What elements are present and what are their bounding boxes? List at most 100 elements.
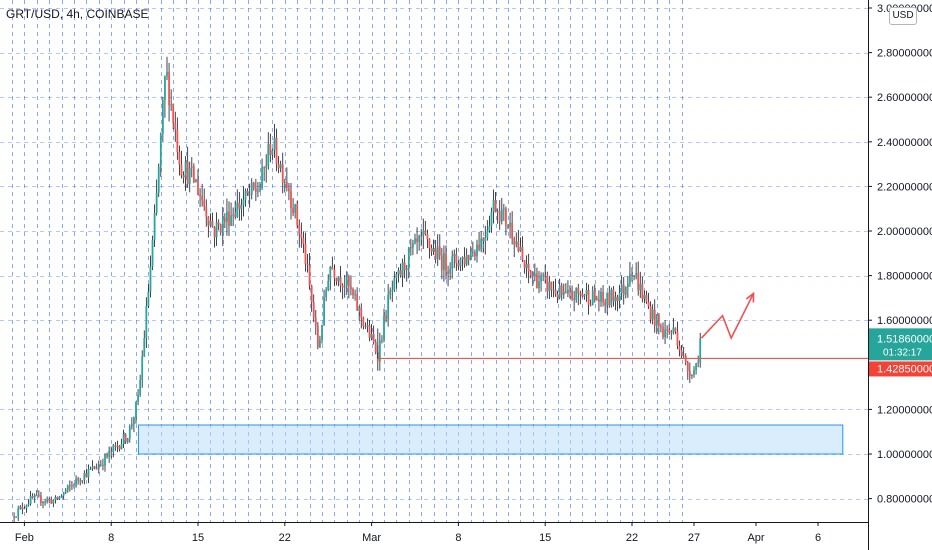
candle-up <box>161 100 164 134</box>
candle-down <box>374 341 377 353</box>
candle-down <box>546 275 549 292</box>
candle-up <box>451 256 454 269</box>
candle-up <box>120 444 123 450</box>
candle-down <box>331 266 334 270</box>
candle-down <box>40 495 42 503</box>
candle-up <box>188 167 191 184</box>
candle-up <box>393 278 396 291</box>
candle-down <box>114 445 117 447</box>
candle-down <box>604 301 607 306</box>
candle-down <box>263 167 266 169</box>
candle-up <box>91 466 94 469</box>
candle-down <box>79 480 82 482</box>
candle-down <box>505 208 507 225</box>
candle-up <box>215 222 218 238</box>
candle-up <box>585 290 588 295</box>
candle-down <box>554 289 557 295</box>
candle-down <box>186 161 189 184</box>
candle-up <box>502 208 505 210</box>
currency-badge[interactable]: USD <box>889 7 917 25</box>
candle-down <box>199 194 201 197</box>
candle-up <box>414 238 416 244</box>
candle-down <box>529 271 532 276</box>
candle-down <box>463 257 466 265</box>
last-price-label: 1.51860000 <box>877 333 932 345</box>
price-tick-label: 1.80000000 <box>877 271 932 283</box>
candle-up <box>141 356 144 380</box>
candle-up <box>664 329 666 337</box>
candle-up <box>358 307 361 311</box>
candle-down <box>426 234 429 240</box>
projection-arrow <box>700 293 755 341</box>
candle-up <box>60 495 63 497</box>
candle-down <box>653 309 656 326</box>
time-tick-label: 6 <box>815 532 821 544</box>
candle-up <box>329 266 332 281</box>
candle-down <box>649 306 652 320</box>
candle-down <box>219 224 222 233</box>
candle-up <box>145 306 148 339</box>
candle-up <box>122 434 125 445</box>
candle-up <box>651 309 654 320</box>
candle-up <box>381 339 383 341</box>
candle-down <box>645 295 648 302</box>
candle-down <box>192 166 195 183</box>
candle-down <box>106 454 108 457</box>
candle-down <box>666 329 669 331</box>
candle-up <box>695 363 697 370</box>
candle-up <box>99 464 102 466</box>
demand-zone[interactable] <box>137 424 844 455</box>
candle-down <box>467 254 470 260</box>
time-tick-label: 22 <box>279 532 291 544</box>
candle-up <box>325 289 328 297</box>
candle-down <box>440 255 443 270</box>
candle-down <box>550 281 553 291</box>
candle-down <box>678 345 681 351</box>
candle-up <box>401 262 404 276</box>
candle-down <box>556 294 559 298</box>
candle-down <box>482 238 485 242</box>
candle-up <box>190 166 193 168</box>
candle-down <box>207 216 210 226</box>
candle-down <box>316 325 319 348</box>
candle-down <box>178 152 181 165</box>
candle-up <box>137 394 139 402</box>
candle-up <box>133 417 135 425</box>
symbol-title: GRT/USD, 4h, COINBASE <box>6 7 149 21</box>
candle-up <box>257 191 259 193</box>
candle-down <box>197 179 199 195</box>
candle-up <box>397 270 400 275</box>
candle-down <box>180 164 183 176</box>
candle-up <box>184 161 187 178</box>
candle-up <box>62 492 65 496</box>
level-price-badge <box>869 361 932 377</box>
candle-down <box>31 496 34 498</box>
candle-down <box>48 499 51 501</box>
candle-up <box>33 495 36 498</box>
candle-up <box>71 485 73 487</box>
candle-up <box>126 438 129 442</box>
candle-down <box>85 473 88 478</box>
candle-down <box>254 188 257 192</box>
candle-up <box>436 246 439 259</box>
candle-up <box>153 212 156 240</box>
candle-up <box>626 283 629 288</box>
candle-up <box>135 401 137 418</box>
candle-down <box>595 298 598 300</box>
candle-down <box>356 294 359 311</box>
candle-down <box>300 234 303 238</box>
candle-down <box>205 206 208 217</box>
time-tick-label: 8 <box>108 532 114 544</box>
candle-up <box>230 215 232 226</box>
candle-up <box>164 76 166 101</box>
candle-up <box>449 268 452 274</box>
candle-up <box>469 252 472 260</box>
candle-up <box>195 179 197 183</box>
candle-up <box>488 225 491 231</box>
candle-down <box>544 274 547 276</box>
candle-up <box>143 338 146 357</box>
candle-down <box>657 314 660 326</box>
candle-down <box>434 248 437 259</box>
candle-down <box>77 478 80 481</box>
